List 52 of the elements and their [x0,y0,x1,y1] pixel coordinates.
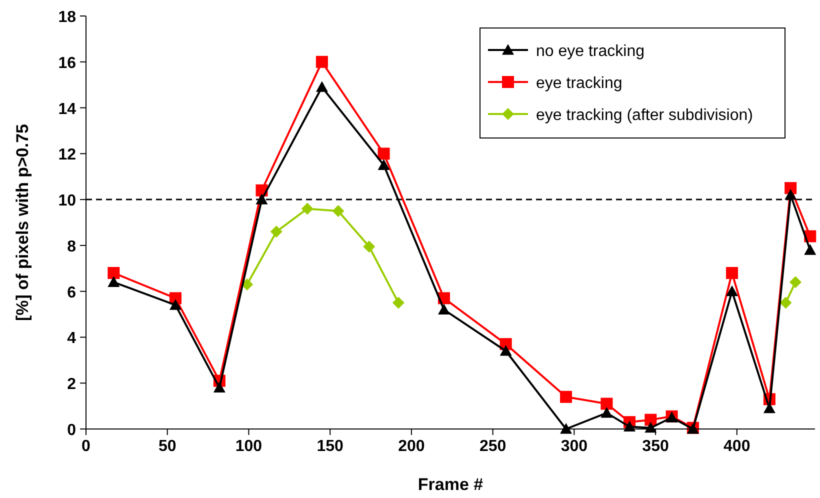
point [270,226,282,238]
x-tick-label: 200 [398,438,425,455]
point [784,182,797,194]
y-tick-label: 8 [67,238,76,256]
x-tick-label: 250 [479,438,506,455]
point [438,304,450,314]
point [332,205,344,218]
point [726,285,738,296]
x-tick-label: 400 [724,438,750,455]
point [726,266,738,279]
point [500,344,512,356]
x-tick-label: 350 [642,438,669,455]
y-tick-label: 16 [58,54,76,72]
legend-label: eye tracking (after subdivision) [536,107,753,124]
y-tick-label: 12 [58,146,76,164]
point [170,299,182,310]
point [392,296,404,309]
legend-label: eye tracking [536,75,622,92]
x-tick-label: 300 [560,438,588,455]
point [600,398,613,410]
point [256,194,268,204]
y-tick-label: 4 [67,330,76,348]
x-tick-label: 0 [82,438,91,455]
y-tick-label: 6 [67,284,76,302]
point [600,406,613,418]
x-axis-title: Frame # [418,475,484,494]
point [804,244,816,255]
point [108,276,120,287]
point [644,414,657,426]
point [789,276,802,288]
y-axis-title: [%] of pixels with p>0.75 [13,124,32,321]
point [316,56,328,68]
y-tick-label: 10 [58,192,76,210]
point [363,240,376,253]
y-tick-label: 18 [58,9,76,26]
x-tick-label: 50 [158,438,176,455]
point [780,296,792,309]
point [560,390,572,403]
point [301,202,314,215]
point [213,382,226,392]
y-tick-label: 2 [67,376,76,394]
point [378,159,390,170]
point [108,266,120,279]
point [316,81,328,92]
x-tick-label: 150 [316,438,344,455]
point [378,148,390,160]
x-tick-label: 100 [235,438,262,455]
y-tick-label: 0 [67,422,76,439]
point [560,423,572,434]
point [784,188,797,200]
legend-label: no eye tracking [536,43,645,60]
y-tick-label: 14 [58,100,76,118]
